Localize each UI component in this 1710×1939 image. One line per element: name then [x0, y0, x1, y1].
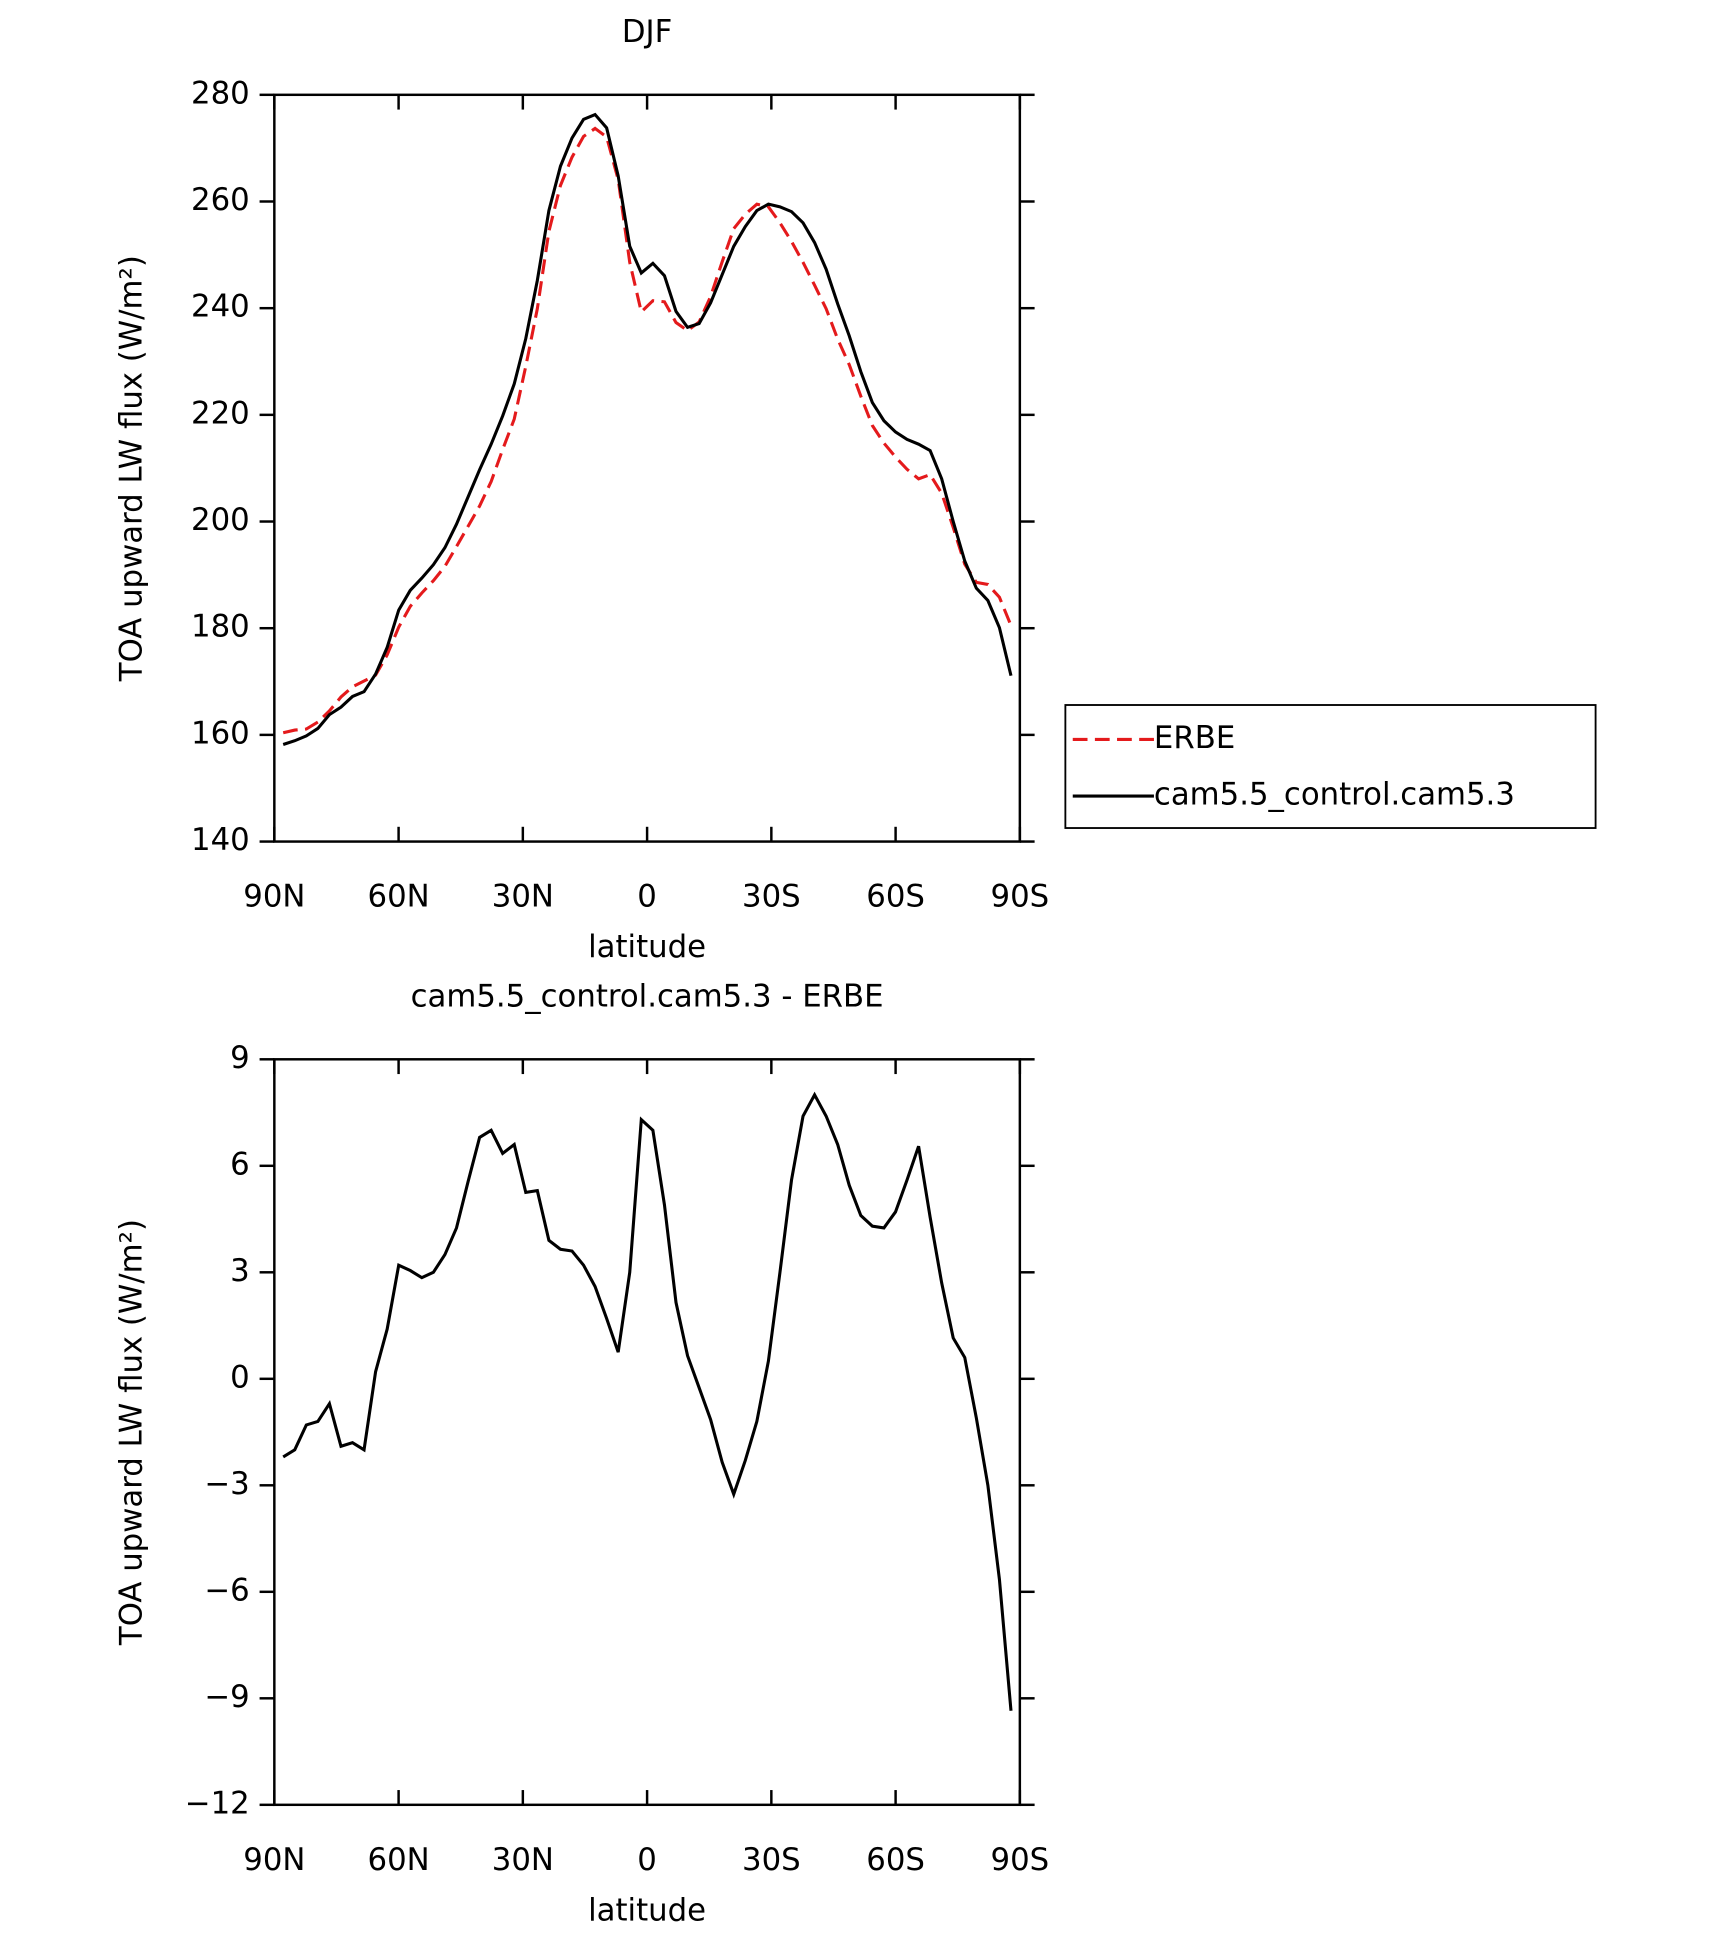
y-tick-label: 200	[191, 502, 250, 538]
x-tick-label: 30N	[492, 879, 554, 915]
y-tick-label: 240	[191, 289, 250, 325]
x-tick-label: 90S	[991, 879, 1050, 915]
x-tick-label: 60S	[866, 879, 925, 915]
y-tick-label: 260	[191, 182, 250, 218]
x-tick-label: 30S	[742, 1842, 801, 1878]
data-line	[282, 1091, 1013, 1711]
data-line	[282, 112, 1013, 746]
y-tick-label: 280	[191, 75, 250, 111]
x-tick-label: 90N	[243, 879, 305, 915]
y-tick-label: 3	[230, 1253, 250, 1289]
plot-frame	[273, 1058, 1022, 1807]
chart-title: DJF	[622, 14, 672, 50]
y-tick-label: −12	[185, 1785, 250, 1821]
x-tick-label: 30S	[742, 879, 801, 915]
y-tick-label: 9	[230, 1040, 250, 1076]
y-tick-label: 140	[191, 822, 250, 858]
y-tick-label: 160	[191, 715, 250, 751]
x-tick-label: 60S	[866, 1842, 925, 1878]
y-tick-label: 0	[230, 1359, 250, 1395]
plot-frame	[273, 93, 1022, 843]
y-tick-label: −9	[204, 1679, 249, 1715]
y-tick-label: 6	[230, 1146, 250, 1182]
y-axis-label: TOA upward LW flux (W/m²)	[113, 1219, 149, 1646]
y-axis-label: TOA upward LW flux (W/m²)	[113, 255, 149, 682]
x-axis-label: latitude	[588, 1892, 706, 1928]
x-tick-label: 30N	[492, 1842, 554, 1878]
chart-title: cam5.5_control.cam5.3 - ERBE	[411, 978, 884, 1014]
data-line	[282, 126, 1013, 735]
y-tick-label: 220	[191, 395, 250, 431]
legend-box	[1064, 704, 1597, 829]
y-tick-label: −3	[204, 1466, 249, 1502]
x-tick-label: 0	[637, 1842, 657, 1878]
x-axis-label: latitude	[588, 929, 706, 965]
legend-label: ERBE	[1154, 720, 1235, 756]
x-tick-label: 60N	[368, 879, 430, 915]
y-tick-label: −6	[204, 1572, 249, 1608]
x-tick-label: 0	[637, 879, 657, 915]
y-tick-label: 180	[191, 609, 250, 645]
legend-label: cam5.5_control.cam5.3	[1154, 777, 1515, 813]
x-tick-label: 90N	[243, 1842, 305, 1878]
x-tick-label: 90S	[991, 1842, 1050, 1878]
x-tick-label: 60N	[368, 1842, 430, 1878]
